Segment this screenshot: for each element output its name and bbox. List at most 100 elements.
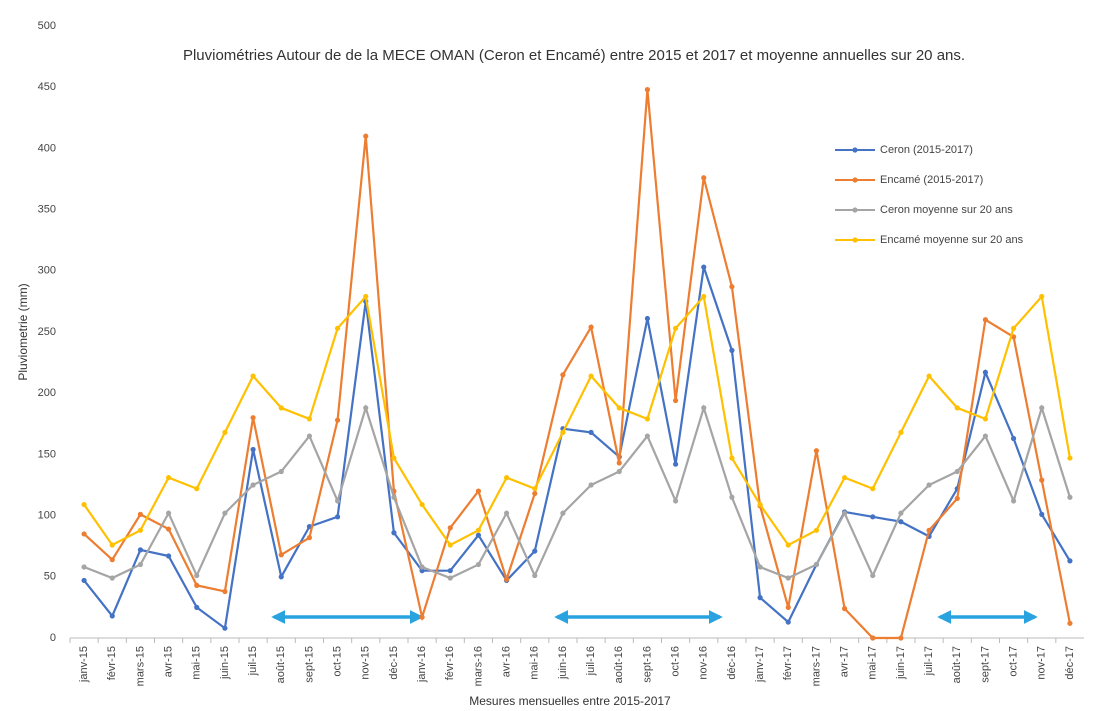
data-point	[644, 87, 651, 93]
x-tick-label: sept-16	[641, 646, 653, 683]
data-point	[701, 405, 707, 411]
data-point	[701, 264, 707, 270]
x-tick-label: oct-15	[331, 646, 343, 677]
data-point	[81, 564, 87, 570]
data-point	[757, 564, 763, 570]
data-point	[870, 486, 876, 492]
data-point	[363, 405, 369, 411]
x-tick-label: févr-17	[782, 646, 794, 680]
data-point	[841, 510, 848, 516]
x-tick-label: mai-17	[867, 646, 879, 680]
legend-label: Ceron moyenne sur 20 ans	[880, 204, 1013, 216]
x-tick-label: oct-17	[1007, 646, 1019, 677]
data-point	[841, 475, 848, 481]
x-tick-label: avr-16	[500, 646, 512, 677]
x-tick-label: août-16	[613, 646, 625, 683]
x-tick-label: août-17	[951, 646, 963, 683]
data-point	[729, 455, 735, 461]
data-point	[447, 575, 453, 581]
data-point	[560, 429, 566, 435]
data-point	[1039, 477, 1045, 483]
data-point	[334, 498, 341, 504]
x-tick-label: mars-17	[810, 646, 822, 686]
x-tick-label: nov-16	[698, 646, 710, 680]
x-tick-label: avr-15	[162, 646, 174, 677]
data-point	[81, 531, 87, 537]
data-point	[1067, 455, 1073, 461]
data-point	[250, 446, 256, 453]
data-point	[1067, 494, 1073, 500]
data-point	[532, 572, 538, 579]
data-point	[503, 576, 510, 582]
data-point	[898, 510, 904, 516]
data-point	[419, 614, 425, 620]
data-point	[672, 461, 679, 467]
data-point	[391, 494, 397, 500]
x-tick-label: janv-16	[416, 646, 428, 683]
x-tick-label: nov-15	[360, 646, 372, 680]
data-point	[334, 325, 341, 331]
data-point	[813, 448, 820, 454]
data-point	[278, 552, 284, 558]
data-point	[588, 482, 594, 488]
data-point	[109, 613, 115, 619]
data-point	[560, 372, 566, 378]
data-point	[222, 429, 228, 435]
data-point	[841, 606, 848, 612]
y-tick-label: 350	[38, 204, 56, 216]
data-point	[363, 133, 369, 139]
data-point	[1010, 325, 1017, 331]
x-tick-label: sept-17	[979, 646, 991, 683]
x-tick-label: mars-15	[134, 646, 146, 686]
x-tick-label: janv-15	[78, 646, 90, 683]
series-line	[83, 404, 1071, 580]
data-point	[729, 494, 735, 500]
data-point	[813, 527, 820, 533]
x-tick-label: févr-16	[444, 646, 456, 680]
legend-label: Encamé (2015-2017)	[880, 174, 983, 186]
x-axis-title: Mesures mensuelles entre 2015-2017	[469, 694, 671, 708]
data-point	[672, 397, 679, 404]
x-tick-label: déc-16	[726, 646, 738, 680]
legend-marker	[852, 237, 858, 243]
x-tick-label: juin-16	[557, 646, 569, 680]
data-point	[898, 519, 904, 525]
legend-label: Encamé moyenne sur 20 ans	[880, 234, 1024, 246]
data-point	[926, 482, 932, 488]
data-point	[898, 635, 904, 641]
x-tick-label: sept-15	[303, 646, 315, 683]
data-point	[729, 347, 735, 353]
x-tick-label: juil-15	[247, 646, 259, 676]
data-point	[165, 526, 172, 532]
data-point	[475, 532, 482, 538]
series-line	[83, 266, 1071, 631]
data-point	[194, 572, 200, 579]
data-point	[757, 595, 763, 601]
data-point	[475, 527, 482, 533]
data-point	[644, 315, 651, 322]
data-point	[81, 577, 87, 584]
data-point	[447, 568, 453, 574]
data-point	[532, 486, 538, 492]
data-point	[278, 405, 284, 411]
x-tick-label: juin-17	[895, 646, 907, 680]
data-point	[616, 460, 622, 466]
data-point	[616, 468, 622, 475]
data-point	[334, 417, 341, 423]
x-tick-label: déc-15	[388, 646, 400, 680]
data-point	[137, 561, 144, 568]
data-point	[363, 293, 369, 300]
data-point	[982, 369, 989, 375]
x-tick-label: avr-17	[838, 646, 850, 677]
data-point	[222, 588, 228, 595]
data-point	[644, 433, 651, 439]
x-tick-label: juin-15	[219, 646, 231, 680]
data-point	[532, 548, 538, 554]
data-point	[982, 317, 989, 323]
y-tick-label: 500	[38, 20, 56, 32]
data-point	[306, 535, 313, 541]
y-tick-label: 150	[38, 448, 56, 460]
data-point	[306, 433, 313, 439]
data-point	[250, 373, 256, 379]
